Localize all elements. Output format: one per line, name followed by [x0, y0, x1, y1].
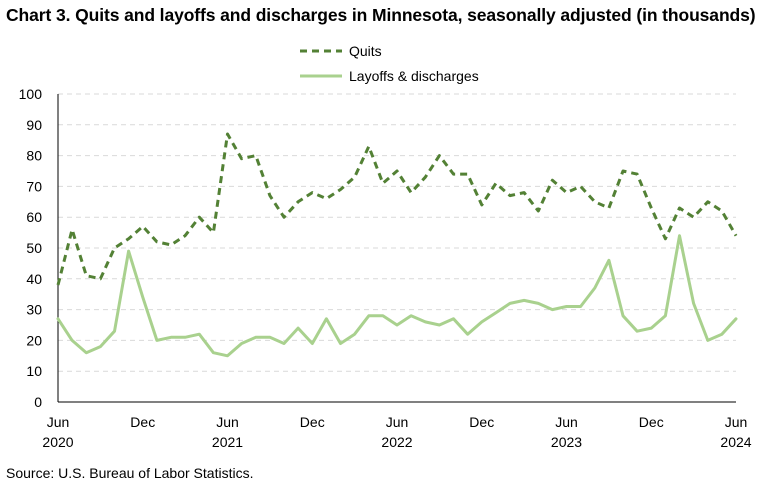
x-tick-label: Dec: [130, 414, 155, 430]
x-tick-label: Dec: [469, 414, 494, 430]
x-tick-label: Jun: [555, 414, 578, 430]
x-tick-label: Dec: [300, 414, 325, 430]
x-tick-year-label: 2021: [212, 434, 243, 450]
x-tick-year-label: 2024: [720, 434, 751, 450]
x-tick-label: Jun: [386, 414, 409, 430]
chart-title: Chart 3. Quits and layoffs and discharge…: [6, 5, 756, 25]
x-tick-label: Jun: [725, 414, 748, 430]
axes: 0 10 20 30 40 50 60 70 80 90 100 Jun 2020 Dec Jun 2021 D…: [19, 86, 752, 450]
y-tick-label: 40: [26, 271, 42, 287]
y-tick-label: 70: [26, 178, 42, 194]
legend-quits-label: Quits: [349, 43, 382, 59]
gridlines: [58, 93, 736, 372]
layoffs-discharges-line: [56, 234, 738, 358]
x-tick-label: Jun: [47, 414, 70, 430]
x-tick-year-label: 2020: [42, 434, 73, 450]
y-tick-label: 10: [26, 363, 42, 379]
y-tick-label: 30: [26, 302, 42, 318]
y-tick-label: 60: [26, 209, 42, 225]
y-tick-label: 20: [26, 332, 42, 348]
x-tick-label: Jun: [216, 414, 239, 430]
source-note: Source: U.S. Bureau of Labor Statistics.: [6, 465, 254, 481]
quits-line: [56, 132, 738, 286]
x-tick-label: Dec: [639, 414, 664, 430]
y-tick-label: 0: [34, 394, 42, 410]
x-tick-year-label: 2022: [381, 434, 412, 450]
x-tick-year-label: 2023: [551, 434, 582, 450]
y-tick-label: 50: [26, 240, 42, 256]
y-tick-label: 80: [26, 148, 42, 164]
legend: Quits Layoffs & discharges: [300, 43, 479, 84]
series-lines: [56, 132, 738, 358]
y-tick-label: 90: [26, 117, 42, 133]
y-tick-label: 100: [19, 86, 43, 102]
legend-layoffs-label: Layoffs & discharges: [349, 68, 479, 84]
